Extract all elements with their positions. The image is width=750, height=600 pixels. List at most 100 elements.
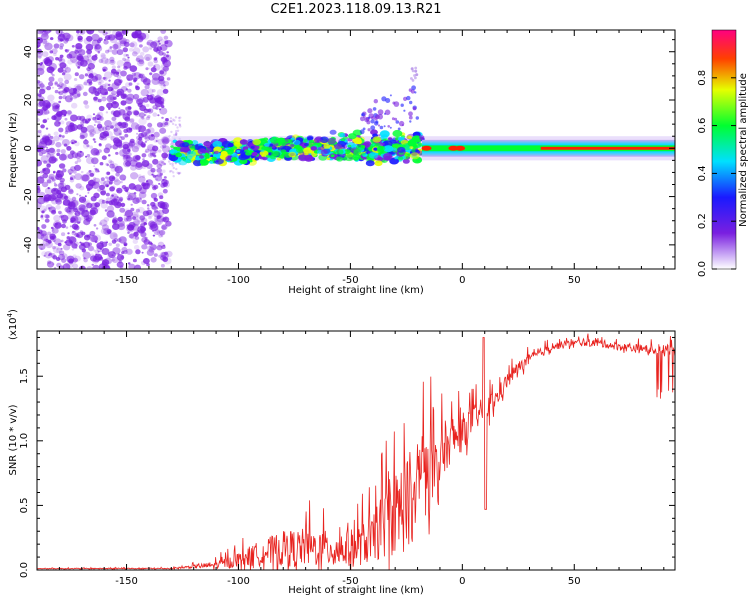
spectrogram-noise-dot bbox=[135, 155, 141, 161]
spectrogram-noise-dot bbox=[76, 83, 84, 91]
spectrogram-noise-dot bbox=[132, 197, 140, 204]
spectrogram-noise-dot bbox=[37, 176, 45, 184]
spectrogram-noise-dot bbox=[73, 78, 78, 81]
spectrogram-noise-dot bbox=[118, 107, 121, 110]
spectrogram-noise-dot bbox=[74, 153, 82, 159]
spectrogram-noise-dot bbox=[84, 199, 91, 206]
spectrogram-noise-dot bbox=[126, 110, 132, 116]
spectrogram-noise-dot bbox=[131, 145, 139, 153]
spectrogram-noise-dot bbox=[161, 235, 164, 238]
spectrogram-noise-dot bbox=[149, 72, 153, 76]
spectrogram-noise-dot bbox=[65, 145, 69, 149]
spectrogram-noise-dot bbox=[95, 227, 99, 230]
spectrogram-noise-dot bbox=[101, 248, 110, 255]
spectrogram-noise-dot bbox=[157, 114, 160, 117]
spectrogram-noise-dot bbox=[72, 58, 78, 65]
spectrogram-noise-dot bbox=[116, 94, 120, 97]
spectrogram-noise-dot bbox=[79, 265, 86, 269]
signal-streak bbox=[377, 124, 381, 127]
spectrogram-noise-dot bbox=[172, 171, 175, 174]
spectrogram-noise-dot bbox=[170, 169, 173, 173]
y-tick-label: 0 bbox=[23, 145, 34, 151]
spectrogram-noise-dot bbox=[127, 88, 132, 93]
spectrogram-noise-dot bbox=[138, 132, 145, 139]
spectrogram-noise-dot bbox=[141, 160, 150, 167]
spectrogram-noise-dot bbox=[115, 33, 124, 41]
spectrogram-noise-dot bbox=[99, 184, 105, 191]
spectrogram-noise-dot bbox=[162, 144, 167, 149]
spectrogram-noise-dot bbox=[85, 183, 94, 190]
signal-blob bbox=[344, 154, 354, 162]
spectrogram-noise-dot bbox=[75, 183, 82, 189]
spectrogram-noise-dot bbox=[106, 205, 115, 213]
spectrogram-noise-dot bbox=[132, 47, 141, 55]
spectrogram-noise-dot bbox=[42, 168, 46, 172]
colorbar-gradient-rect bbox=[711, 29, 737, 270]
snr-panel: -150 -100 -50 0 50 0.0 0.5 1.0 1.5 Height of st… bbox=[6, 309, 676, 596]
spectrogram-noise-dot bbox=[96, 115, 103, 121]
spectrogram-noise-dot bbox=[98, 58, 104, 64]
signal-blob bbox=[236, 150, 241, 153]
spectrogram-noise-dot bbox=[158, 69, 167, 77]
spectrogram-noise-dot bbox=[58, 134, 62, 138]
spectrogram-noise-dot bbox=[88, 83, 92, 87]
spectrogram-noise-dot bbox=[100, 52, 106, 58]
spectrogram-noise-dot bbox=[86, 35, 93, 42]
signal-blob bbox=[191, 140, 199, 146]
spectrogram-noise-dot bbox=[147, 61, 154, 67]
spectrogram-noise-dot bbox=[156, 215, 165, 223]
spectrogram-noise-dot bbox=[131, 211, 139, 218]
spectrogram-noise-dot bbox=[83, 201, 90, 207]
signal-streak bbox=[366, 120, 371, 125]
signal-blob bbox=[212, 140, 223, 148]
spectrogram-noise-dot bbox=[109, 56, 115, 62]
signal-streak bbox=[379, 125, 384, 130]
spectrogram-noise-dot bbox=[91, 75, 98, 82]
spectrogram-noise-dot bbox=[129, 118, 135, 123]
spectrogram-noise-dot bbox=[44, 251, 53, 259]
spectrogram-noise-dot bbox=[59, 85, 63, 89]
spectrogram-noise-dot bbox=[161, 169, 166, 173]
spectrogram-noise-dot bbox=[135, 85, 140, 90]
signal-streak bbox=[384, 109, 391, 116]
signal-blob bbox=[409, 146, 414, 150]
signal-streak bbox=[414, 66, 418, 70]
spectrogram-noise-dot bbox=[44, 187, 53, 195]
spectrogram-noise-dot bbox=[153, 57, 158, 61]
spectrogram-noise-dot bbox=[57, 67, 64, 73]
spectrogram-noise-dot bbox=[98, 222, 102, 226]
spectrogram-noise-dot bbox=[154, 214, 160, 220]
spectrogram-noise-dot bbox=[91, 33, 100, 42]
spectrogram-noise-dot bbox=[156, 245, 163, 251]
spectrogram-noise-dot bbox=[83, 257, 86, 260]
spectrogram-noise-dot bbox=[177, 172, 180, 175]
spectrogram-noise-dot bbox=[160, 202, 168, 210]
spectrogram-noise-dot bbox=[92, 116, 97, 121]
spectrogram-noise-dot bbox=[162, 188, 168, 194]
spectrogram-noise-dot bbox=[113, 195, 119, 201]
spectrogram-noise-dot bbox=[141, 116, 145, 120]
spectrogram-noise-dot bbox=[64, 79, 70, 85]
spectrogram-noise-dot bbox=[123, 159, 132, 168]
spectrogram-noise-dot bbox=[68, 258, 74, 264]
spectrogram-noise-dot bbox=[126, 74, 134, 81]
spectrogram-noise-dot bbox=[140, 116, 145, 120]
spectrogram-noise-dot bbox=[53, 131, 59, 137]
spectrogram-noise-dot bbox=[68, 51, 77, 59]
spectrogram-noise-dot bbox=[104, 209, 108, 212]
spectrogram-noise-dot bbox=[44, 218, 50, 223]
spectrogram-noise-dot bbox=[111, 176, 115, 180]
spectrogram-noise-dot bbox=[147, 115, 151, 119]
spectrogram-noise-dot bbox=[76, 54, 84, 61]
spectrogram-noise-dot bbox=[37, 129, 42, 134]
spectrogram-noise-dot bbox=[171, 122, 175, 126]
spectrogram-noise-dot bbox=[112, 43, 119, 50]
spectrogram-noise-dot bbox=[130, 203, 133, 206]
signal-blob bbox=[391, 147, 397, 152]
spectrogram-noise-dot bbox=[48, 207, 51, 210]
spectrogram-noise-dot bbox=[121, 121, 129, 129]
spectrogram-noise-dot bbox=[100, 190, 107, 196]
spectrogram-noise-dot bbox=[111, 257, 119, 263]
signal-streak bbox=[408, 88, 413, 92]
spectrogram-noise-dot bbox=[40, 124, 45, 129]
